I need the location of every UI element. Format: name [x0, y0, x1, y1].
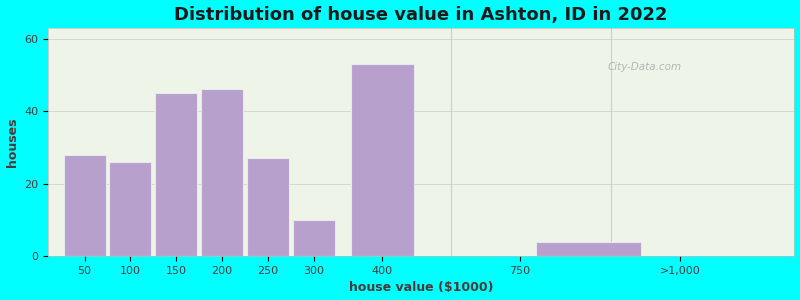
X-axis label: house value ($1000): house value ($1000)	[349, 281, 494, 294]
Title: Distribution of house value in Ashton, ID in 2022: Distribution of house value in Ashton, I…	[174, 6, 668, 24]
Text: City-Data.com: City-Data.com	[608, 62, 682, 72]
Bar	[350, 64, 414, 256]
Bar	[201, 89, 243, 256]
Bar	[293, 220, 334, 256]
Bar	[536, 242, 641, 256]
Bar	[246, 158, 289, 256]
Bar	[63, 155, 106, 256]
Bar	[110, 162, 151, 256]
Y-axis label: houses: houses	[6, 117, 18, 167]
Bar	[155, 93, 198, 256]
